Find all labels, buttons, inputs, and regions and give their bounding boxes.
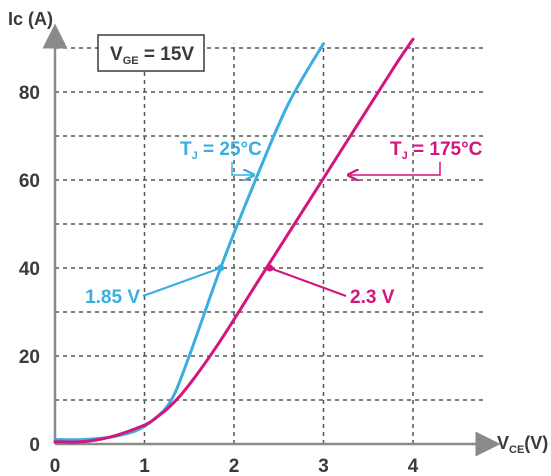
series-175c-pointer — [350, 162, 441, 175]
x-tick-label: 2 — [229, 456, 240, 476]
grid — [55, 43, 485, 444]
y-tick-label: 40 — [19, 259, 40, 280]
y-tick-label: 20 — [19, 347, 40, 368]
y-tick-label: 60 — [19, 171, 40, 192]
series-line-1 — [53, 37, 415, 444]
x-tick-label: 0 — [50, 456, 61, 476]
x-axis-title: VCE(V) — [497, 433, 548, 456]
y-tick-label: 0 — [29, 435, 40, 456]
marker-leader-1 — [269, 267, 347, 297]
x-tick-label: 1 — [139, 456, 150, 476]
series-25c-pointer — [231, 162, 252, 175]
x-tick-label: 3 — [318, 456, 329, 476]
y-axis-title: Ic (A) — [8, 9, 53, 29]
vge-annotation-box: VGE = 15V — [97, 34, 205, 72]
marker-label-0: 1.85 V — [85, 287, 140, 308]
x-tick-label: 4 — [408, 456, 419, 476]
series-label-175c: TJ = 175°C — [390, 139, 483, 162]
curves — [53, 37, 415, 444]
marker-leader-0 — [142, 267, 221, 297]
markers: 1.85 V 2.3 V — [85, 264, 395, 308]
y-tick-label: 80 — [19, 83, 40, 104]
series-label-25c: TJ = 25°C — [180, 139, 262, 162]
svg-text:VGE = 15V: VGE = 15V — [110, 44, 194, 67]
marker-label-1: 2.3 V — [350, 287, 395, 308]
